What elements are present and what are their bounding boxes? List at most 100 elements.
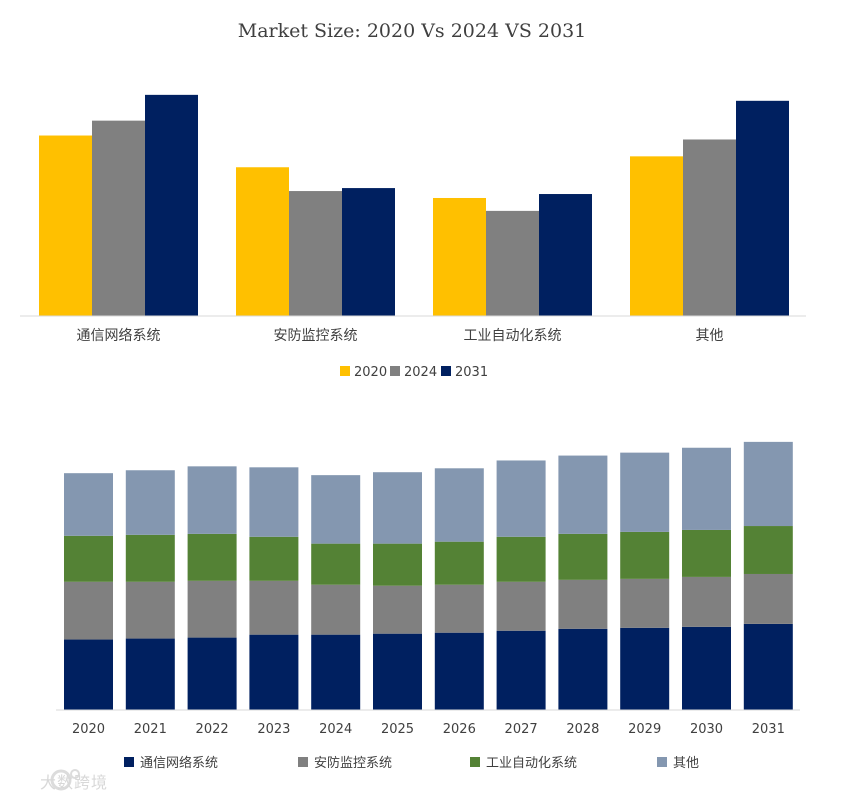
x-tick-label: 2030	[690, 722, 723, 737]
legend: 2020 2024 2031	[340, 365, 488, 380]
year-tick-labels: 2020 2021 2022 2023 2024 2025 2026 2027 2028 2029…	[72, 722, 785, 737]
bar-2031-3	[736, 100, 789, 316]
stack-segment-3-2021	[125, 470, 175, 535]
legend-label-2031: 2031	[455, 365, 488, 380]
bar-2020-3	[630, 156, 683, 316]
stacked-bars	[64, 441, 793, 710]
category-label: 工业自动化系统	[464, 328, 562, 344]
legend-label-2020: 2020	[354, 365, 387, 380]
x-tick-label: 2024	[319, 722, 352, 737]
stack-segment-2-2027	[496, 536, 546, 582]
bar-2031-2	[539, 194, 592, 316]
x-tick-label: 2025	[381, 722, 414, 737]
x-tick-label: 2022	[196, 722, 229, 737]
stack-segment-2-2020	[64, 535, 113, 582]
x-tick-label: 2027	[505, 722, 538, 737]
stack-segment-0-2020	[64, 639, 113, 710]
stack-segment-0-2022	[187, 637, 237, 710]
stack-segment-1-2025	[373, 585, 422, 634]
watermark-logo-icon	[50, 769, 80, 791]
stack-segment-0-2028	[558, 628, 608, 710]
stack-segment-3-2029	[620, 452, 670, 532]
category-label: 其他	[696, 328, 724, 344]
legend-swatch-2031	[441, 366, 451, 376]
stack-segment-0-2024	[311, 634, 361, 710]
stack-segment-1-2028	[558, 579, 608, 629]
stack-segment-3-2028	[558, 455, 608, 534]
stack-segment-0-2031	[743, 623, 793, 710]
market-size-comparison-chart: Market Size: 2020 Vs 2024 VS 2031 通信网络系统…	[20, 20, 806, 380]
legend-label-1: 安防监控系统	[314, 755, 392, 770]
stack-segment-1-2030	[682, 576, 731, 627]
stack-segment-1-2021	[125, 581, 175, 639]
x-tick-label: 2031	[752, 722, 785, 737]
stack-segment-3-2024	[311, 475, 361, 544]
stacked-market-size-chart: 2020 2021 2022 2023 2024 2025 2026 2027 2028 2029…	[56, 441, 800, 770]
stack-segment-2-2022	[187, 533, 237, 581]
bar-2031-0	[145, 94, 198, 316]
stack-segment-3-2023	[249, 467, 299, 537]
stack-segment-2-2025	[373, 543, 422, 586]
stack-segment-1-2027	[496, 581, 546, 631]
x-tick-label: 2026	[443, 722, 476, 737]
legend-label-2: 工业自动化系统	[486, 756, 577, 770]
stack-segment-3-2031	[743, 441, 793, 527]
stack-segment-1-2022	[187, 580, 237, 638]
stack-segment-2-2021	[125, 534, 175, 582]
stack-segment-2-2024	[311, 543, 361, 585]
category-label: 安防监控系统	[274, 328, 358, 344]
category-label: 通信网络系统	[77, 328, 161, 344]
stack-segment-2-2026	[434, 541, 484, 585]
stack-segment-1-2023	[249, 580, 299, 635]
bar-2024-1	[289, 191, 342, 316]
stack-segment-2-2029	[620, 531, 670, 579]
stack-segment-1-2029	[620, 578, 670, 628]
stack-segment-2-2031	[743, 526, 793, 574]
stack-segment-3-2027	[496, 460, 546, 537]
bar-2031-1	[342, 188, 395, 316]
stack-segment-2-2028	[558, 533, 608, 580]
legend-label-3: 其他	[673, 756, 699, 770]
x-tick-label: 2029	[628, 722, 661, 737]
stack-segment-1-2020	[64, 581, 113, 640]
bar-2024-2	[486, 210, 539, 316]
legend: 通信网络系统 安防监控系统 工业自动化系统 其他	[124, 755, 699, 770]
stack-segment-1-2024	[311, 584, 361, 635]
x-tick-label: 2028	[566, 722, 599, 737]
x-tick-label: 2020	[72, 722, 105, 737]
legend-label-2024: 2024	[404, 365, 437, 380]
stack-segment-0-2021	[125, 638, 175, 710]
stack-segment-2-2030	[682, 529, 731, 577]
legend-label-0: 通信网络系统	[140, 755, 218, 770]
x-tick-label: 2021	[134, 722, 167, 737]
stack-segment-0-2023	[249, 634, 299, 710]
stack-segment-3-2020	[64, 473, 113, 536]
legend-swatch-2024	[390, 366, 400, 376]
stack-segment-1-2026	[434, 584, 484, 633]
legend-swatch-2	[470, 757, 480, 767]
category-labels: 通信网络系统 安防监控系统 工业自动化系统 其他	[77, 328, 724, 344]
bar-2020-2	[433, 197, 486, 316]
bar-2024-3	[683, 139, 736, 316]
stack-segment-3-2030	[682, 447, 731, 530]
stack-segment-3-2022	[187, 466, 237, 534]
grouped-bars	[39, 94, 789, 317]
stack-segment-3-2026	[434, 468, 484, 542]
bar-2020-0	[39, 135, 92, 316]
stack-segment-2-2023	[249, 536, 299, 581]
stack-segment-0-2026	[434, 632, 484, 710]
legend-swatch-3	[657, 757, 667, 767]
watermark-text: 大数跨境	[40, 773, 109, 792]
legend-swatch-0	[124, 757, 134, 767]
bar-2020-1	[236, 167, 289, 316]
x-tick-label: 2023	[257, 722, 290, 737]
stack-segment-0-2025	[373, 633, 422, 710]
legend-swatch-2020	[340, 366, 350, 376]
stack-segment-0-2027	[496, 630, 546, 710]
legend-swatch-1	[298, 757, 308, 767]
stack-segment-3-2025	[373, 472, 422, 544]
stack-segment-0-2030	[682, 626, 731, 710]
stack-segment-1-2031	[743, 573, 793, 624]
stack-segment-0-2029	[620, 627, 670, 710]
chart-title: Market Size: 2020 Vs 2024 VS 2031	[238, 20, 587, 42]
